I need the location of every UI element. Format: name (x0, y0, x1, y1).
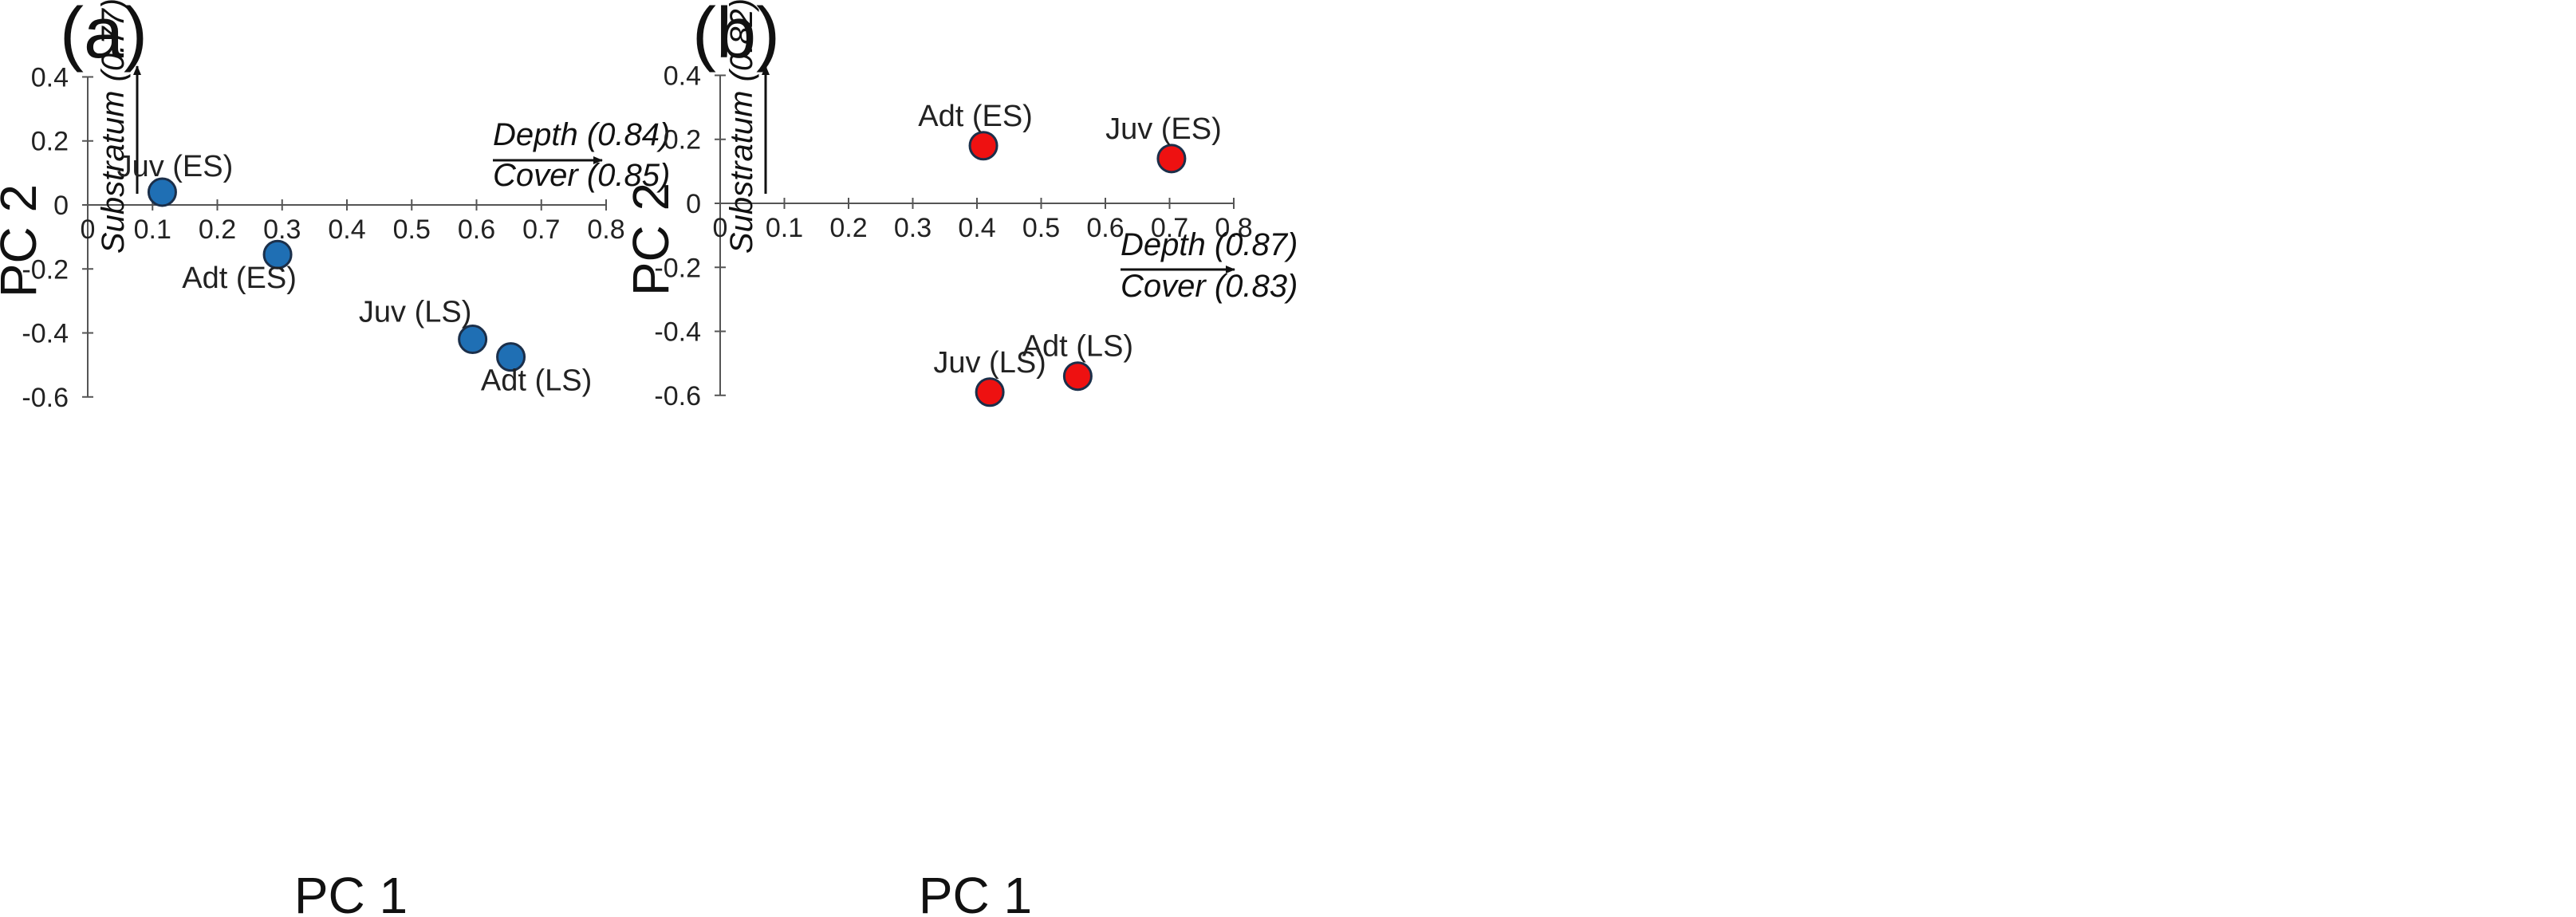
panel-b: (b) 0 0.1 0.2 0.3 0.4 0.5 0.6 0.7 0.8 0.4 0.2 0 -0.2 -… (622, 0, 1298, 917)
data-point (975, 377, 1005, 407)
x-tick-label: 0.3 (263, 214, 301, 245)
panel-a: (a) 0 0.1 0.2 0.3 0.4 0.5 0.6 0.7 0.8 0.4 0.2 0 -0.2 -… (0, 0, 670, 917)
x-axis-title: PC 1 (919, 867, 1032, 917)
data-point (968, 131, 998, 161)
depth-label: Depth (0.87) (1121, 227, 1298, 262)
x-tick-label: 0.6 (1086, 213, 1124, 243)
y-tick-label: 0.2 (31, 127, 69, 157)
data-point (262, 239, 293, 270)
data-point-label: Adt (LS) (481, 364, 592, 398)
data-point-label: Adt (ES) (918, 100, 1033, 133)
data-point (1062, 361, 1093, 392)
x-tick-label: 0.4 (958, 213, 995, 243)
x-tick-label: 0.3 (894, 213, 932, 243)
panel-label: (b) (692, 0, 780, 73)
x-tick-label: 0 (713, 213, 728, 243)
panel-label: (a) (60, 0, 148, 73)
data-point-label: Juv (LS) (933, 346, 1046, 380)
data-point-label: Adt (ES) (182, 262, 297, 295)
data-point-label: Juv (ES) (1105, 112, 1222, 146)
x-tick-label: 0.8 (587, 214, 624, 245)
y-tick-label: -0.4 (22, 319, 69, 349)
x-tick-label: 0.2 (199, 214, 236, 245)
x-tick-label: 0.5 (393, 214, 431, 245)
x-tick-label: 0.7 (1151, 213, 1188, 243)
x-tick-label: 0.5 (1022, 213, 1060, 243)
x-tick-label: 0.2 (829, 213, 867, 243)
data-point-label: Juv (LS) (359, 296, 471, 329)
y-tick-label: -0.2 (22, 254, 69, 285)
x-tick-label: 0.1 (766, 213, 803, 243)
y-tick-label: -0.2 (654, 253, 701, 283)
x-axis-title: PC 1 (294, 867, 408, 917)
data-point (147, 177, 177, 207)
y-tick-label: 0.4 (664, 61, 701, 91)
cover-label: Cover (0.83) (1121, 269, 1298, 304)
y-axis-title: PC 2 (0, 184, 47, 297)
x-tick-label: 0.4 (328, 214, 365, 245)
data-point-label: Adt (LS) (1022, 330, 1133, 364)
y-tick-label: -0.6 (22, 383, 69, 413)
substratum-label: Substratum (0.77) (96, 0, 131, 254)
substratum-label: Substratum (0.82) (724, 0, 759, 254)
y-tick-label: -0.4 (654, 317, 701, 348)
data-point-label: Juv (ES) (117, 150, 234, 183)
cover-label: Cover (0.85) (493, 158, 670, 193)
x-tick-label: 0 (81, 214, 96, 245)
y-tick-label: 0.2 (664, 125, 701, 155)
y-tick-label: 0.4 (31, 62, 69, 92)
x-tick-label: 0.1 (134, 214, 171, 245)
x-tick-label: 0.7 (522, 214, 560, 245)
y-axis-title: PC 2 (622, 183, 679, 296)
x-tick-label: 0.6 (458, 214, 495, 245)
y-tick-label: 0 (686, 189, 701, 219)
y-tick-label: 0 (53, 191, 69, 221)
data-point (496, 342, 526, 372)
y-tick-label: -0.6 (654, 381, 701, 411)
data-point (458, 325, 488, 355)
data-point (1156, 144, 1187, 174)
x-tick-label: 0.8 (1215, 213, 1252, 243)
depth-label: Depth (0.84) (493, 117, 670, 152)
